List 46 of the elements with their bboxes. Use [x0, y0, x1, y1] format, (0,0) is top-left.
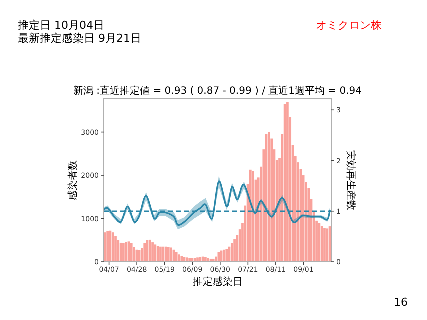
bar: [186, 258, 188, 262]
bar: [196, 258, 199, 262]
bar: [230, 243, 234, 262]
bar: [106, 231, 109, 262]
bar: [130, 243, 133, 262]
x-axis-title: 推定感染日: [192, 276, 243, 288]
bar: [324, 228, 326, 262]
chart-title: 新潟 :直近推定値 = 0.93 ( 0.87 - 0.99 ) / 直近1週平均 = 0.94: [74, 85, 362, 97]
y2-axis-title: 実効再生産数: [345, 150, 357, 210]
text: 16: [394, 296, 408, 309]
bar: [133, 247, 136, 262]
bar: [180, 256, 184, 262]
bar: [178, 254, 180, 262]
bar: [175, 252, 178, 262]
bar: [249, 170, 252, 262]
bar: [320, 226, 324, 262]
bar: [152, 242, 154, 262]
bar: [144, 243, 146, 262]
bar: [286, 102, 289, 262]
bar: [170, 248, 172, 262]
bar: [167, 247, 170, 262]
bar: [112, 232, 114, 262]
bar: [148, 240, 152, 262]
text: 推定日 10月04日: [18, 19, 104, 32]
bar: [223, 250, 226, 262]
bar: [204, 257, 207, 262]
bar: [188, 258, 191, 262]
bar: [136, 250, 138, 262]
bar: [156, 246, 160, 262]
bar: [252, 171, 254, 262]
bar: [199, 257, 202, 262]
bar: [226, 249, 228, 262]
bar: [215, 256, 218, 262]
bar: [160, 246, 162, 262]
bar: [117, 240, 120, 262]
text: オミクロン株: [316, 19, 382, 32]
bar: [162, 246, 165, 262]
text: 最新推定感染日 9月21日: [18, 32, 142, 45]
bar: [114, 236, 117, 262]
bar: [125, 242, 128, 262]
bar: [122, 243, 125, 262]
bar: [268, 132, 270, 262]
bar: [207, 258, 210, 262]
bar: [326, 228, 329, 262]
y-axis-title: 感染者数: [67, 160, 79, 200]
bar: [194, 258, 196, 262]
